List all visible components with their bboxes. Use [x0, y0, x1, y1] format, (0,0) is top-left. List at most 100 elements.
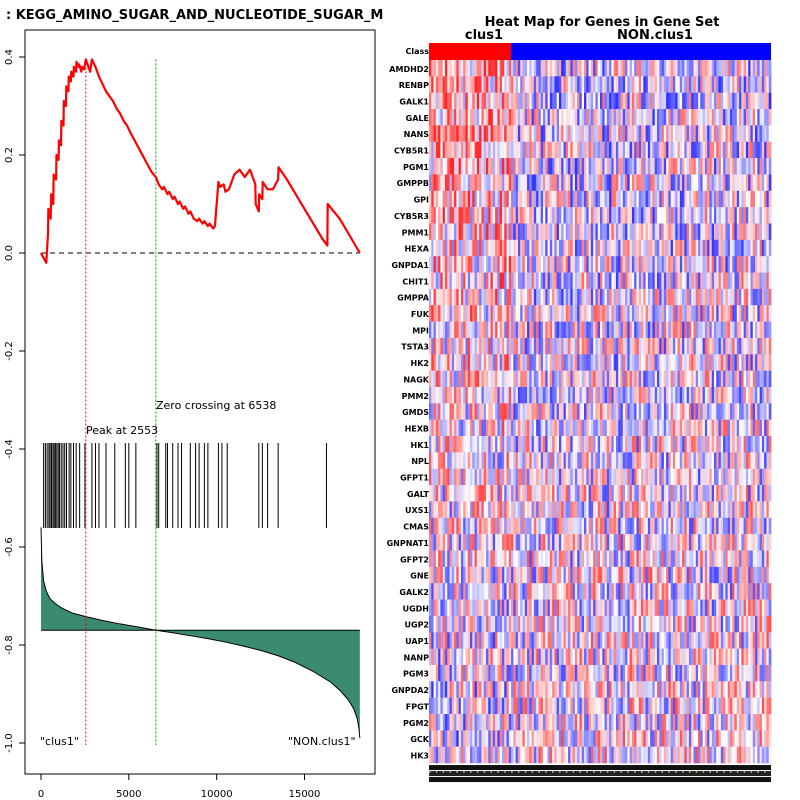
heatmap-cell	[527, 452, 530, 469]
heatmap-cell	[543, 60, 546, 77]
heatmap-cell	[522, 92, 526, 110]
heatmap-cell	[433, 501, 437, 518]
heatmap-cell	[556, 452, 560, 469]
heatmap-cell	[629, 60, 633, 77]
heatmap-cell	[638, 158, 642, 175]
heatmap-cell	[698, 550, 701, 568]
heatmap-cell	[442, 485, 446, 502]
heatmap-cell	[581, 288, 585, 306]
heatmap-cell	[761, 468, 765, 486]
heatmap-cell	[700, 534, 703, 551]
heatmap-cell	[529, 174, 532, 191]
heatmap-cell	[506, 256, 510, 273]
heatmap-cell	[764, 207, 767, 224]
heatmap-cell	[668, 239, 672, 257]
heatmap-cell	[435, 256, 439, 273]
heatmap-cell	[600, 92, 603, 110]
heatmap-cell	[435, 174, 439, 191]
heatmap-cell	[641, 288, 644, 306]
heatmap-cell	[563, 272, 567, 290]
heatmap-cell	[695, 305, 699, 322]
heatmap-cell	[527, 109, 530, 126]
heatmap-cell	[481, 485, 485, 502]
heatmap-cell	[481, 354, 485, 371]
heatmap-cell	[657, 92, 660, 110]
heatmap-cell	[711, 305, 715, 322]
heatmap-cell	[704, 436, 708, 453]
heatmap-cell	[615, 272, 619, 290]
heatmap-cell	[504, 109, 507, 126]
heatmap-cell	[634, 174, 637, 191]
heatmap-cell	[643, 223, 646, 241]
heatmap-cell	[524, 141, 528, 159]
heatmap-cell	[536, 190, 539, 208]
heatmap-cell	[755, 76, 758, 93]
heatmap-cell	[495, 452, 498, 469]
heatmap-cell	[463, 60, 466, 77]
heatmap-cell	[745, 288, 749, 306]
heatmap-cell	[620, 239, 624, 257]
heatmap-cell	[750, 550, 754, 568]
heatmap-cell	[650, 419, 653, 437]
heatmap-cell	[490, 288, 494, 306]
heatmap-cell	[668, 485, 672, 502]
heatmap-cell	[606, 403, 610, 420]
heatmap-cell	[679, 419, 683, 437]
heatmap-cell	[543, 239, 546, 257]
heatmap-cell	[456, 583, 460, 600]
heatmap-cell	[472, 109, 475, 126]
heatmap-cell	[611, 288, 615, 306]
heatmap-cell	[597, 174, 601, 191]
heatmap-cell	[602, 403, 605, 420]
heatmap-cell	[531, 174, 535, 191]
heatmap-cell	[538, 256, 542, 273]
heatmap-cell	[531, 501, 535, 518]
heatmap-cell	[470, 534, 473, 551]
heatmap-cell	[447, 174, 450, 191]
heatmap-cell	[438, 92, 441, 110]
heatmap-cell	[709, 403, 713, 420]
heatmap-cell	[704, 272, 708, 290]
heatmap-cell	[492, 288, 496, 306]
heatmap-cell	[739, 436, 742, 453]
heatmap-cell	[565, 354, 569, 371]
heatmap-cell	[766, 272, 770, 290]
heatmap-cell	[460, 174, 464, 191]
heatmap-cell	[524, 517, 528, 535]
heatmap-cell	[716, 60, 719, 77]
heatmap-cell	[675, 60, 678, 77]
heatmap-cell	[622, 92, 626, 110]
heatmap-cell	[609, 517, 612, 535]
heatmap-cell	[604, 125, 608, 142]
heatmap-cell	[709, 207, 713, 224]
heatmap-cell	[476, 436, 480, 453]
heatmap-cell	[736, 370, 740, 388]
heatmap-cell	[647, 468, 651, 486]
heatmap-cell	[488, 370, 491, 388]
heatmap-cell	[688, 321, 692, 339]
heatmap-cell	[490, 190, 494, 208]
heatmap-cell	[691, 92, 694, 110]
heatmap-cell	[440, 517, 444, 535]
heatmap-cell	[757, 550, 760, 568]
heatmap-cell	[602, 517, 605, 535]
heatmap-cell	[483, 158, 487, 175]
heatmap-cell	[748, 468, 751, 486]
heatmap-cell	[732, 501, 735, 518]
heatmap-cell	[435, 305, 439, 322]
heatmap-cell	[454, 141, 457, 159]
heatmap-cell	[629, 174, 633, 191]
heatmap-cell	[429, 92, 432, 110]
heatmap-cell	[659, 452, 662, 469]
heatmap-cell	[622, 239, 626, 257]
heatmap-cell	[755, 60, 758, 77]
heatmap-cell	[476, 501, 480, 518]
heatmap-cell	[764, 354, 767, 371]
heatmap-cell	[663, 403, 667, 420]
heatmap-cell	[725, 403, 729, 420]
heatmap-cell	[527, 534, 530, 551]
heatmap-cell	[435, 158, 439, 175]
heatmap-cell	[517, 256, 521, 273]
heatmap-cell	[579, 174, 583, 191]
heatmap-cell	[729, 501, 733, 518]
